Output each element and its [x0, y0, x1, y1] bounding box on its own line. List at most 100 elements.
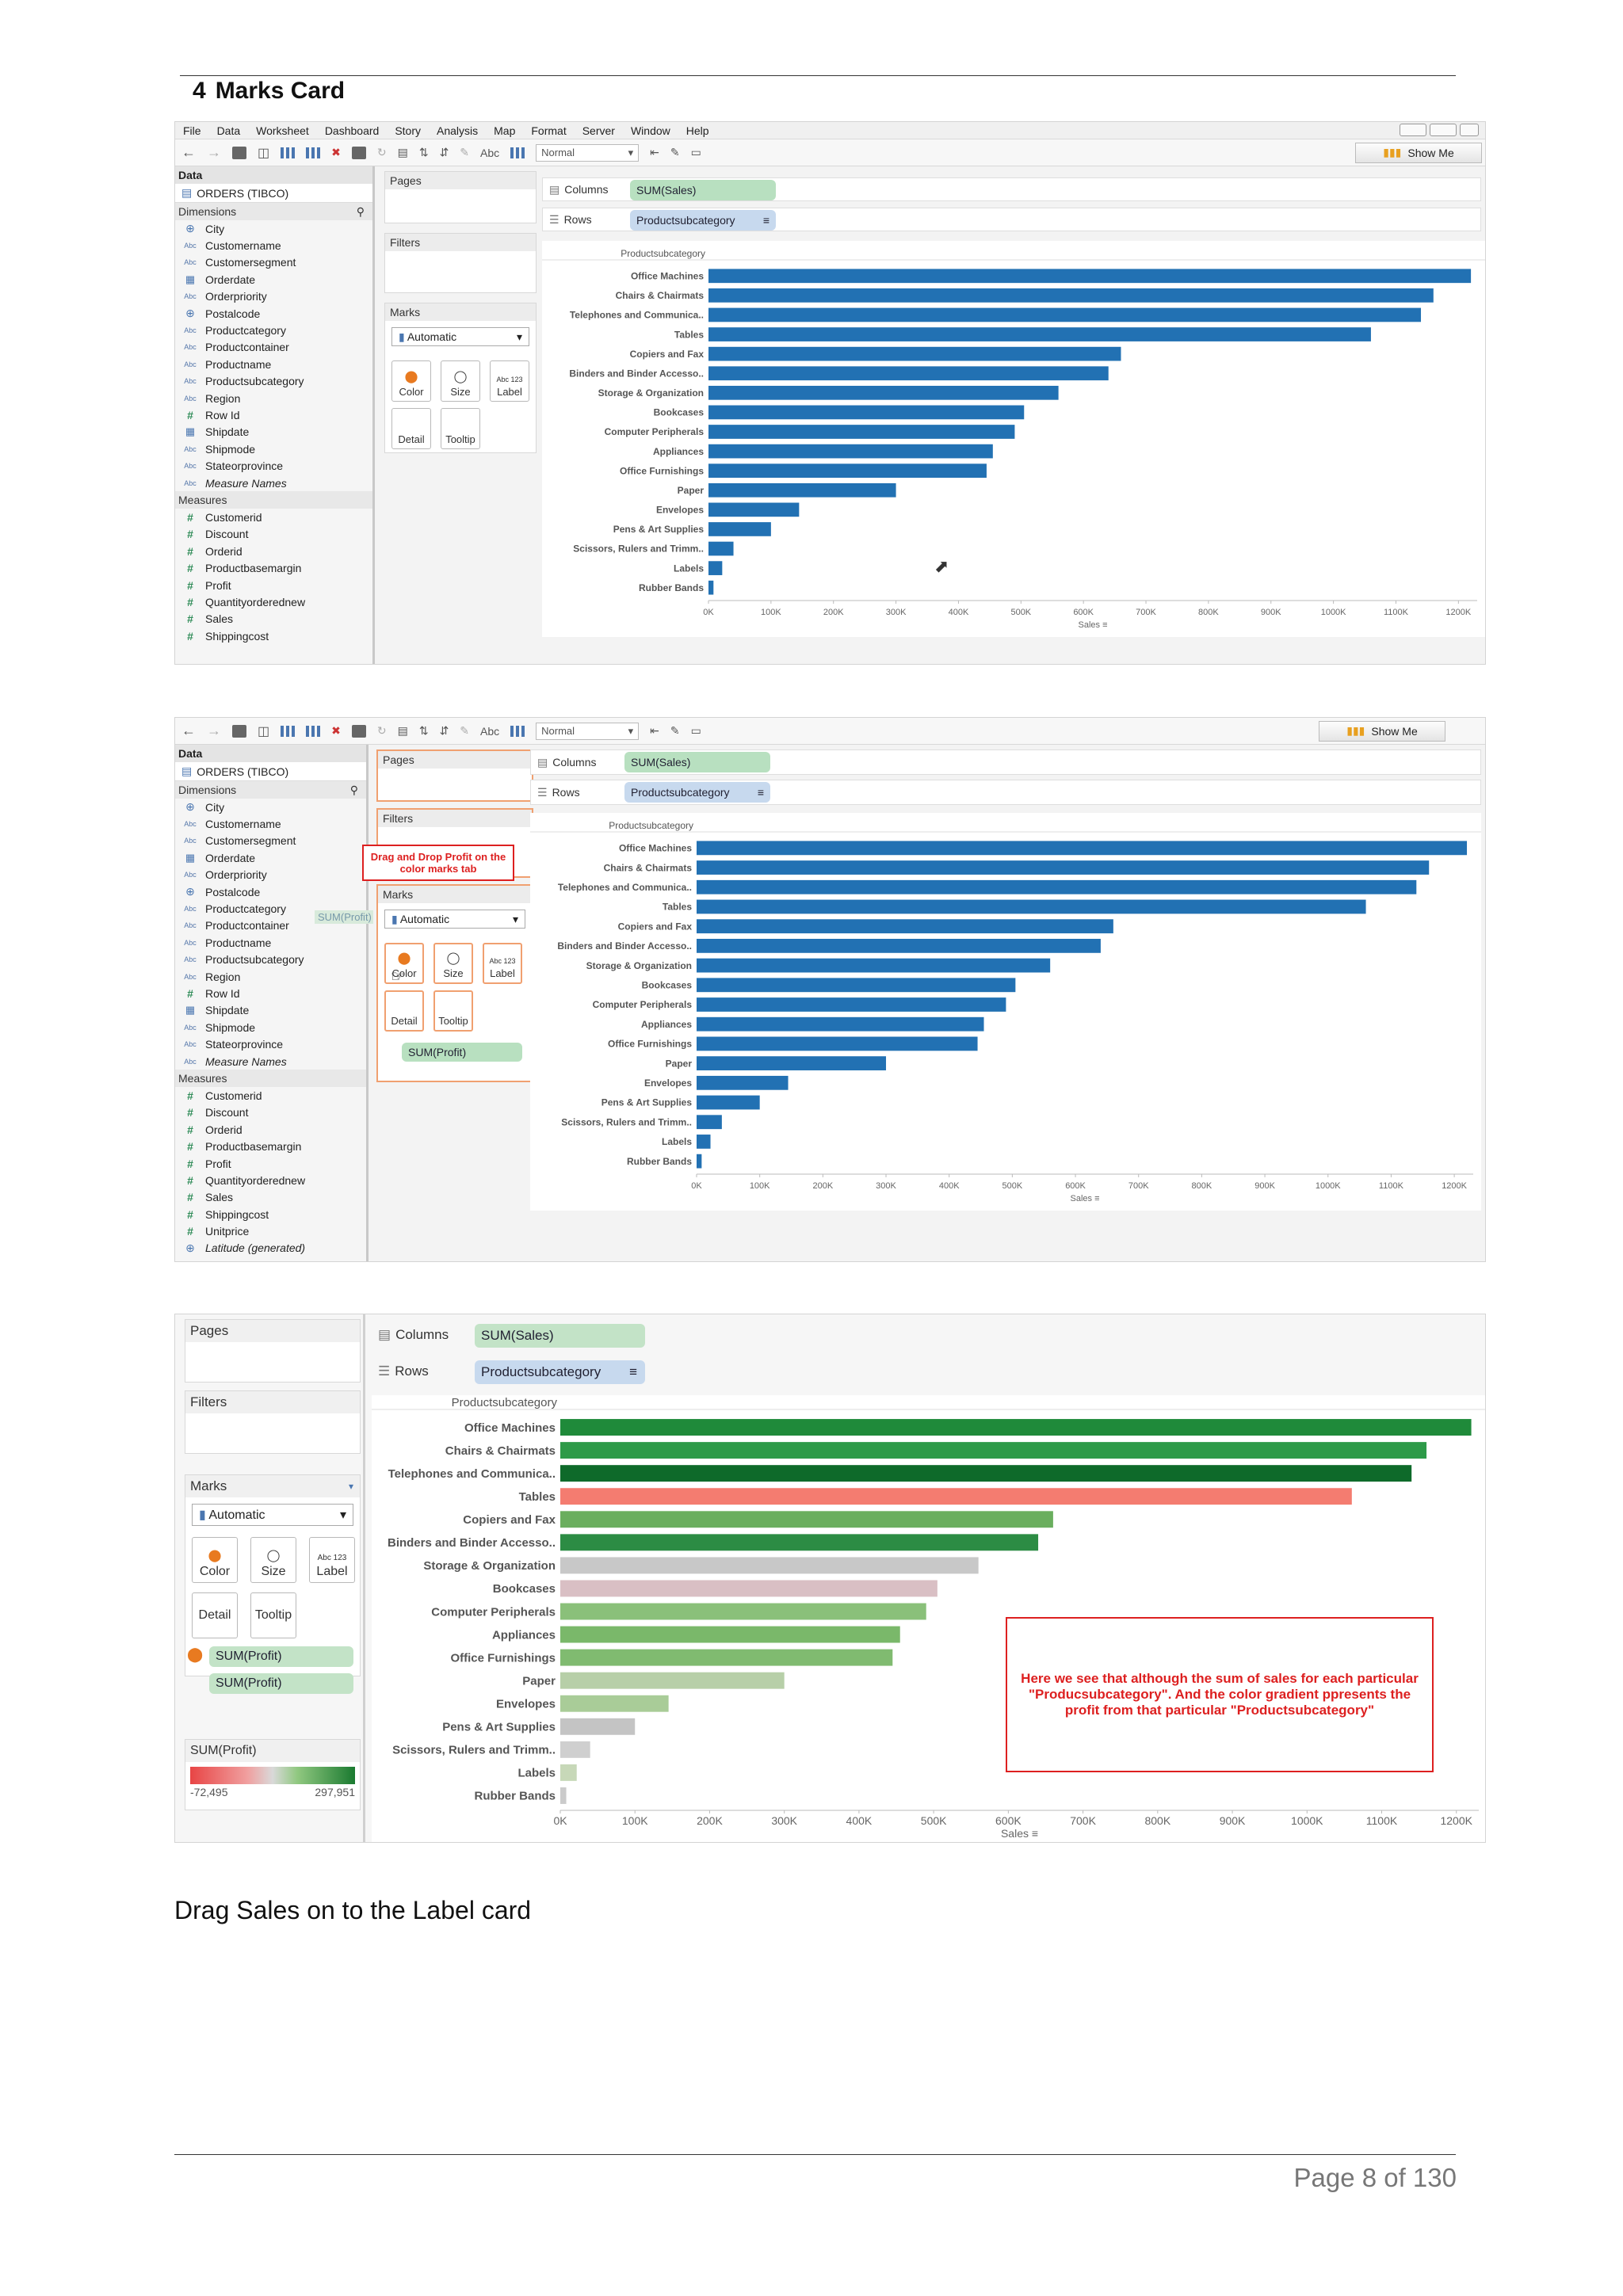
sort-desc-icon[interactable]: ⇵ — [439, 724, 449, 737]
group-icon[interactable]: ▤ — [397, 146, 408, 158]
pages-card[interactable]: Pages — [376, 749, 533, 802]
pen-icon[interactable]: ✎ — [670, 724, 680, 737]
fix-axes-icon[interactable]: ⇤ — [650, 146, 659, 158]
menu-dashboard[interactable]: Dashboard — [324, 124, 380, 137]
field-item[interactable]: Abc Region — [175, 968, 366, 985]
fit-icon[interactable] — [510, 725, 525, 737]
label-button[interactable]: Abc 123 Label — [483, 943, 522, 984]
field-item[interactable]: Abc Customersegment — [175, 254, 372, 271]
menu-worksheet[interactable]: Worksheet — [256, 124, 309, 137]
swap-icon[interactable] — [351, 146, 366, 159]
field-item[interactable]: Abc Measure Names — [175, 475, 372, 491]
rows-shelf[interactable]: ☰ Rows Productsubcategory ≡ — [542, 208, 1481, 231]
field-item[interactable]: # Sales — [175, 1189, 366, 1206]
label-button[interactable]: Abc 123 Label — [309, 1537, 355, 1583]
clear-sheet-icon[interactable]: ✖ — [331, 146, 341, 158]
field-item[interactable]: Abc Measure Names — [175, 1053, 366, 1070]
sort-asc-icon[interactable]: ⇅ — [418, 146, 429, 158]
mark-type-select[interactable]: ▮ Automatic ▾ — [384, 910, 525, 929]
columns-shelf[interactable]: ▤ Columns SUM(Sales) — [542, 177, 1481, 201]
menu-story[interactable]: Story — [395, 124, 421, 137]
rows-shelf[interactable]: ☰ Rows Productsubcategory ≡ — [530, 780, 1481, 805]
marks-pill-sum-profit[interactable]: SUM(Profit) — [402, 1043, 522, 1062]
color-button[interactable]: ⬤ Color — [391, 360, 431, 402]
field-item[interactable]: # Profit — [175, 577, 372, 593]
field-item[interactable]: # Shippingcost — [175, 1206, 366, 1222]
sort-desc-icon[interactable]: ⇵ — [439, 146, 449, 158]
size-button[interactable]: ◯ Size — [441, 360, 480, 402]
label-button[interactable]: Abc 123 Label — [490, 360, 529, 402]
field-item[interactable]: ⊕ City — [175, 220, 372, 237]
size-button[interactable]: ◯ Size — [433, 943, 473, 984]
forward-arrow-icon[interactable]: → — [207, 144, 221, 160]
menu-data[interactable]: Data — [216, 124, 241, 137]
columns-pill-sum-sales[interactable]: SUM(Sales) — [624, 752, 770, 772]
field-item[interactable]: ▦ Shipdate — [175, 1002, 366, 1019]
field-item[interactable]: # Unitprice — [175, 1222, 366, 1239]
marks-pill-sum-profit-label[interactable]: SUM(Profit) — [209, 1673, 353, 1694]
show-me-button[interactable]: ▮▮▮ Show Me — [1355, 142, 1482, 163]
menu-map[interactable]: Map — [494, 124, 516, 137]
menu-format[interactable]: Format — [531, 124, 567, 137]
highlight-icon[interactable]: ✎ — [460, 724, 470, 737]
save-icon[interactable] — [232, 724, 246, 738]
field-item[interactable]: Abc Productname — [175, 934, 366, 951]
data-source[interactable]: ▤ ORDERS (TIBCO) — [175, 762, 366, 781]
chevron-down-icon[interactable]: ▾ — [348, 1481, 353, 1492]
save-icon[interactable] — [232, 146, 246, 159]
rows-shelf[interactable]: ☰ Rows Productsubcategory ≡ — [372, 1357, 1481, 1386]
field-item[interactable]: # Customerid — [175, 1087, 366, 1104]
menu-help[interactable]: Help — [685, 124, 709, 137]
swap-icon[interactable] — [351, 724, 366, 738]
field-item[interactable]: ▦ Orderdate — [175, 271, 372, 288]
menu-file[interactable]: File — [183, 124, 201, 137]
field-item[interactable]: # Row Id — [175, 406, 372, 423]
window-controls[interactable] — [1400, 124, 1479, 136]
forward-arrow-icon[interactable]: → — [207, 723, 221, 738]
duplicate-sheet-icon[interactable] — [306, 147, 321, 158]
back-arrow-icon[interactable]: ← — [181, 723, 196, 738]
group-icon[interactable]: ▤ — [397, 724, 408, 737]
view-select[interactable]: Normal ▾ — [536, 722, 640, 740]
rows-pill-productsubcategory[interactable]: Productsubcategory ≡ — [624, 782, 770, 803]
field-item[interactable]: # Productbasemargin — [175, 559, 372, 576]
mark-type-select[interactable]: ▮ Automatic ▾ — [192, 1504, 353, 1526]
columns-shelf[interactable]: ▤ Columns SUM(Sales) — [372, 1321, 1481, 1349]
abc-label-button[interactable]: Abc — [480, 146, 500, 159]
field-item[interactable]: # Orderid — [175, 543, 372, 559]
duplicate-sheet-icon[interactable] — [306, 725, 321, 737]
view-select[interactable]: Normal ▾ — [536, 143, 640, 162]
field-item[interactable]: # Quantityorderednew — [175, 593, 372, 610]
field-item[interactable]: ⊕ Postalcode — [175, 883, 366, 900]
field-item[interactable]: Abc Productcontainer — [175, 339, 372, 356]
field-item[interactable]: ▦ Orderdate — [175, 849, 366, 866]
datasource-icon[interactable]: ◫ — [258, 146, 270, 160]
field-item[interactable]: # Quantityorderednew — [175, 1172, 366, 1188]
marks-card[interactable]: Marks ▮ Automatic ▾ ⬤ Color ◯ Size Abc 123 L… — [376, 884, 533, 1082]
field-item[interactable]: Abc Stateorprovince — [175, 457, 372, 474]
field-item[interactable]: Abc Region — [175, 390, 372, 406]
marks-card[interactable]: Marks ▮ Automatic ▾ ⬤ Color ◯ Size Abc 123 L… — [384, 303, 537, 453]
pen-icon[interactable]: ✎ — [670, 146, 680, 158]
detail-button[interactable]: Detail — [391, 408, 431, 449]
refresh-icon[interactable]: ↻ — [376, 724, 387, 737]
field-item[interactable]: Abc Customersegment — [175, 833, 366, 849]
back-arrow-icon[interactable]: ← — [181, 144, 196, 160]
rows-pill-productsubcategory[interactable]: Productsubcategory ≡ — [630, 210, 776, 231]
field-item[interactable]: Abc Productcategory — [175, 900, 366, 917]
sort-asc-icon[interactable]: ⇅ — [418, 724, 429, 737]
detail-button[interactable]: Detail — [192, 1592, 238, 1638]
field-item[interactable]: # Sales — [175, 611, 372, 627]
filters-card[interactable]: Filters — [185, 1390, 361, 1454]
field-item[interactable]: # Orderid — [175, 1121, 366, 1138]
field-item[interactable]: Abc Productname — [175, 356, 372, 372]
tooltip-button[interactable]: Tooltip — [433, 990, 473, 1032]
rows-pill-productsubcategory[interactable]: Productsubcategory ≡ — [475, 1360, 645, 1384]
menu-server[interactable]: Server — [582, 124, 615, 137]
field-item[interactable]: # Profit — [175, 1155, 366, 1172]
field-item[interactable]: ⊕ City — [175, 799, 366, 815]
field-item[interactable]: ▦ Shipdate — [175, 424, 372, 441]
tooltip-button[interactable]: Tooltip — [441, 408, 480, 449]
restore-icon[interactable] — [1430, 124, 1457, 136]
search-icon[interactable]: ⚲ — [356, 204, 365, 218]
